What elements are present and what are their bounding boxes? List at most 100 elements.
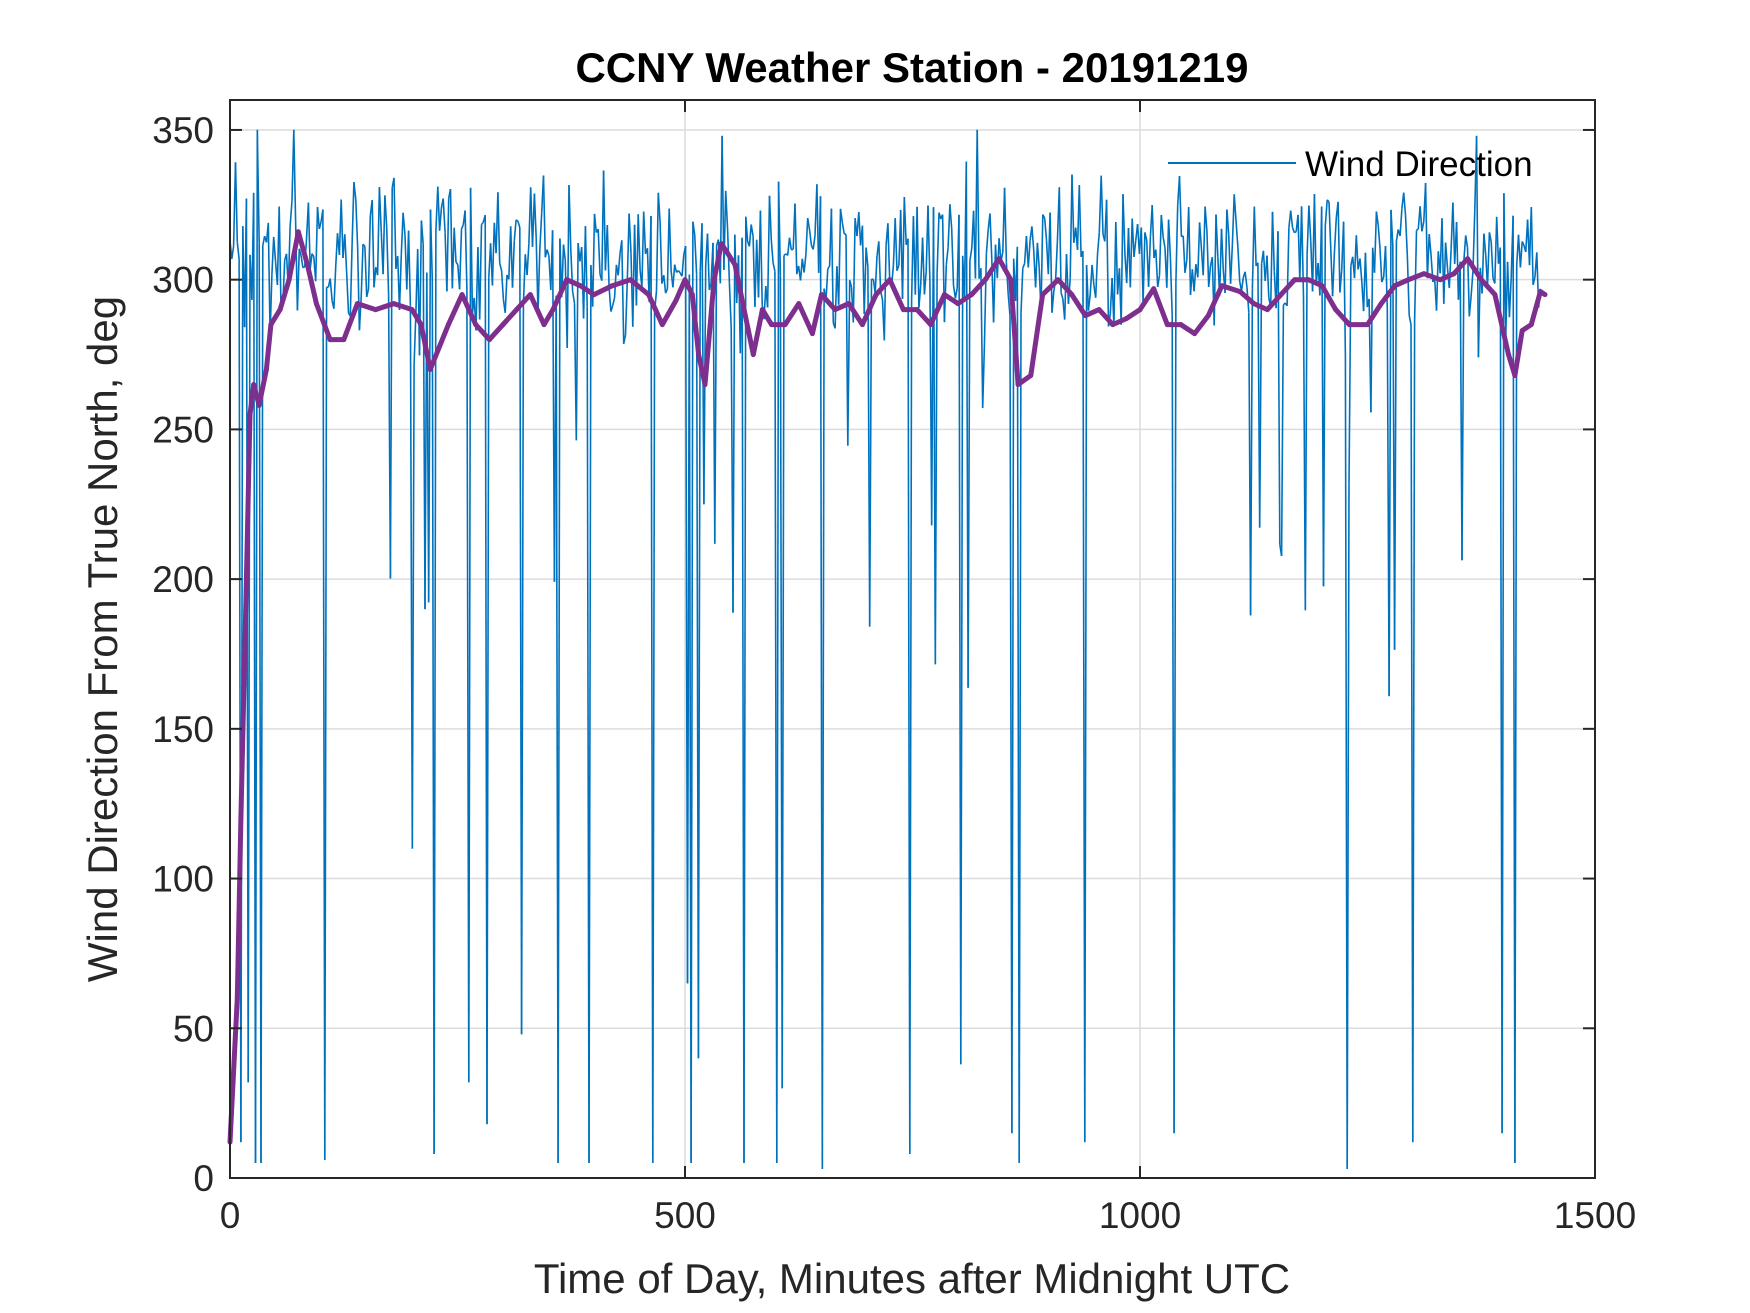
wind-direction-segment xyxy=(367,215,372,290)
wind-direction-segment xyxy=(918,285,922,308)
smoothed-segment xyxy=(1192,313,1211,337)
wind-direction-segment xyxy=(651,311,656,1164)
wind-direction-segment xyxy=(624,280,629,336)
wind-direction-segment xyxy=(1175,205,1179,283)
wind-direction-segment xyxy=(945,247,949,265)
wind-direction-segment xyxy=(921,237,926,295)
wind-direction-segment xyxy=(1122,194,1126,254)
wind-direction-segment xyxy=(1339,270,1343,293)
wind-direction-segment xyxy=(1034,242,1039,288)
wind-direction-segment xyxy=(642,211,647,254)
wind-direction-segment xyxy=(635,214,639,306)
smoothed-segment xyxy=(796,301,815,337)
smoothed-segment xyxy=(418,322,433,372)
smoothed-segment xyxy=(1205,283,1225,319)
wind-direction-segment xyxy=(772,262,776,272)
wind-direction-segment xyxy=(1514,265,1518,1164)
wind-direction-segment xyxy=(743,216,747,1164)
wind-direction-segment xyxy=(976,129,980,279)
wind-direction-segment xyxy=(1346,484,1350,1170)
wind-direction-segment xyxy=(1415,228,1419,232)
wind-direction-segment xyxy=(1173,282,1177,1134)
wind-direction-segment xyxy=(770,239,774,263)
y-tick-label: 50 xyxy=(173,1008,214,1049)
wind-direction-segment xyxy=(546,249,550,257)
wind-direction-segment xyxy=(385,227,390,295)
smoothed-segment xyxy=(609,277,633,289)
wind-direction-segment xyxy=(878,241,882,291)
wind-direction-segment xyxy=(300,255,304,268)
wind-direction-segment xyxy=(402,212,406,236)
smoothed-segment xyxy=(238,576,249,822)
wind-direction-segment xyxy=(927,205,931,281)
y-tick-label: 200 xyxy=(152,559,214,600)
wind-direction-segment xyxy=(664,288,669,294)
wind-direction-segment xyxy=(1094,254,1099,298)
x-tick-label: 500 xyxy=(654,1195,716,1236)
wind-direction-segment xyxy=(659,222,663,284)
wind-direction-segment xyxy=(954,287,958,299)
wind-direction-segment xyxy=(1003,187,1008,263)
wind-direction-segment xyxy=(622,334,627,345)
smoothed-segment xyxy=(741,307,756,357)
smoothed-segment xyxy=(1528,289,1543,328)
wind-direction-segment xyxy=(1197,222,1201,278)
wind-direction-segment xyxy=(247,254,251,1083)
wind-direction-segment xyxy=(511,240,516,288)
wind-direction-segment xyxy=(805,217,809,255)
wind-direction-segment xyxy=(1289,210,1294,228)
wind-direction-segment xyxy=(433,230,437,1155)
wind-direction-segment xyxy=(1406,257,1410,316)
wind-direction-segment xyxy=(908,300,913,1155)
wind-direction-segment xyxy=(1031,226,1035,251)
smoothed-segment xyxy=(759,307,774,328)
wind-direction-segment xyxy=(901,196,906,299)
wind-direction-segment xyxy=(706,233,711,291)
wind-direction-segment xyxy=(611,297,616,306)
x-axis-label: Time of Day, Minutes after Midnight UTC xyxy=(534,1255,1290,1302)
wind-direction-segment xyxy=(724,190,729,230)
wind-direction-segment xyxy=(562,244,567,261)
wind-direction-segment xyxy=(568,185,572,250)
y-axis-label: Wind Direction From True North, deg xyxy=(79,296,126,982)
wind-direction-segment xyxy=(887,223,891,284)
wind-direction-segment xyxy=(745,216,749,242)
wind-direction-segment xyxy=(1375,211,1379,226)
smoothed-segment xyxy=(1178,322,1198,337)
wind-direction-segment xyxy=(293,129,297,221)
wind-direction-segment xyxy=(950,228,955,286)
wind-direction-segment xyxy=(841,222,845,235)
wind-direction-segment xyxy=(1036,242,1040,268)
wind-direction-segment xyxy=(513,219,517,241)
wind-direction-segment xyxy=(883,245,887,341)
wind-direction-segment xyxy=(349,244,353,317)
wind-direction-segment xyxy=(863,247,867,314)
smoothed-segment xyxy=(996,256,1014,283)
wind-direction-segment xyxy=(1231,194,1235,245)
wind-direction-segment xyxy=(1096,232,1101,255)
wind-direction-segment xyxy=(588,265,592,1164)
wind-direction-segment xyxy=(1348,265,1352,485)
wind-direction-segment xyxy=(1333,217,1338,251)
wind-direction-segment xyxy=(1042,214,1046,219)
wind-direction-segment xyxy=(1215,214,1219,257)
smoothed-segment xyxy=(243,411,253,582)
wind-direction-segment xyxy=(571,291,576,304)
smoothed-segment xyxy=(1028,292,1046,378)
wind-direction-segment xyxy=(989,213,993,260)
wind-direction-segment xyxy=(311,253,315,258)
wind-direction-segment xyxy=(1521,241,1525,246)
wind-direction-segment xyxy=(1091,264,1095,286)
wind-direction-segment xyxy=(1235,220,1239,248)
wind-direction-segment xyxy=(520,304,525,1035)
wind-direction-segment xyxy=(537,249,541,314)
wind-direction-segment xyxy=(934,273,938,665)
wind-direction-segment xyxy=(455,261,459,266)
smoothed-segment xyxy=(1151,286,1170,328)
wind-direction-segment xyxy=(768,195,773,241)
wind-direction-segment xyxy=(1377,225,1381,249)
wind-direction-segment xyxy=(985,229,989,254)
wind-direction-segment xyxy=(1421,221,1425,232)
smoothed-segment xyxy=(591,283,615,298)
